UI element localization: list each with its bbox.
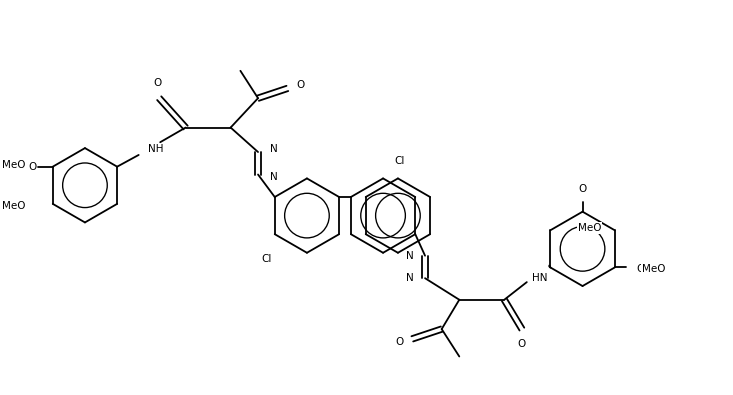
- Text: O: O: [153, 79, 161, 88]
- Text: O: O: [28, 162, 36, 172]
- Text: O: O: [636, 264, 644, 275]
- Text: MeO: MeO: [2, 160, 26, 170]
- Text: MeO: MeO: [578, 223, 601, 233]
- Text: Cl: Cl: [262, 254, 272, 264]
- Text: O: O: [517, 339, 526, 349]
- Text: Cl: Cl: [395, 156, 405, 166]
- Text: N: N: [405, 273, 413, 283]
- Text: NH: NH: [149, 144, 164, 154]
- Text: N: N: [405, 251, 413, 261]
- Text: MeO: MeO: [2, 201, 26, 211]
- Text: MeO: MeO: [642, 264, 666, 275]
- Text: N: N: [270, 173, 278, 182]
- Text: HN: HN: [531, 273, 547, 283]
- Text: O: O: [395, 337, 404, 347]
- Text: O: O: [578, 184, 586, 194]
- Text: O: O: [296, 81, 304, 90]
- Text: N: N: [270, 144, 278, 154]
